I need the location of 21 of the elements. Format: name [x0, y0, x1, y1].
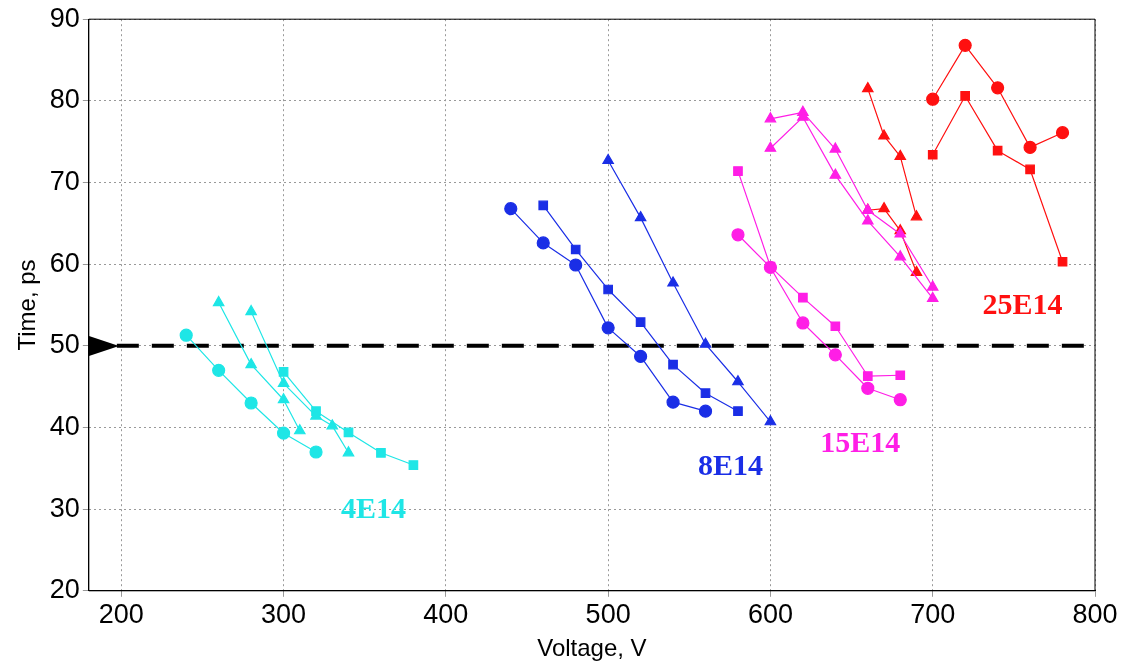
- y-tick-label: 30: [49, 492, 80, 523]
- series-label: 8E14: [697, 447, 763, 481]
- y-tick-label: 70: [49, 165, 80, 196]
- x-tick-label: 400: [423, 599, 469, 630]
- y-tick-label: 40: [49, 410, 80, 441]
- y-tick-label: 50: [49, 329, 80, 360]
- x-tick-label: 600: [747, 599, 793, 630]
- x-axis-title: Voltage, V: [537, 634, 647, 662]
- y-tick-label: 60: [49, 247, 80, 278]
- series-label: 4E14: [340, 490, 406, 524]
- y-tick-label: 80: [49, 84, 80, 115]
- y-tick-label: 20: [49, 574, 80, 605]
- x-tick-label: 300: [261, 599, 307, 630]
- series-label: 25E14: [982, 287, 1063, 321]
- y-tick-label: 90: [49, 2, 80, 33]
- x-tick-label: 800: [1072, 599, 1118, 630]
- x-tick-label: 700: [910, 599, 956, 630]
- y-axis-title: Time, ps: [13, 259, 41, 351]
- x-tick-label: 500: [585, 599, 631, 630]
- x-tick-label: 200: [98, 599, 144, 630]
- series-label: 15E14: [820, 425, 901, 459]
